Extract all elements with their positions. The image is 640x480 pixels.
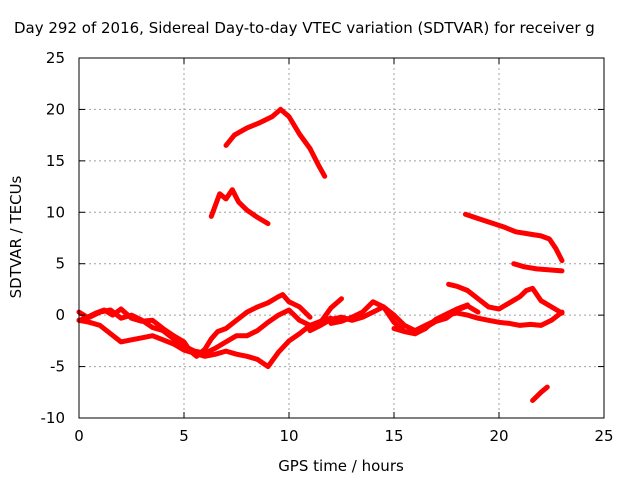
chart-title: Day 292 of 2016, Sidereal Day-to-day VTE…	[14, 19, 595, 37]
series-line-track-j	[328, 299, 481, 337]
x-tick-label: 5	[179, 427, 189, 445]
data-series	[76, 106, 565, 403]
series-line-track-b	[208, 187, 271, 227]
series-line-track-g	[76, 292, 313, 359]
series-line-track-h	[76, 315, 334, 370]
x-axis-title: GPS time / hours	[278, 457, 404, 475]
y-tick-label: 5	[55, 255, 65, 273]
series-line-track-a	[223, 106, 328, 179]
y-tick-label: 20	[46, 100, 65, 118]
y-axis-title: SDTVAR / TECUs	[7, 175, 25, 298]
y-tick-label: -5	[50, 358, 65, 376]
series-line-track-k	[446, 281, 565, 316]
x-tick-label: 20	[489, 427, 508, 445]
series-line-track-e	[530, 384, 550, 403]
series-line-track-d	[511, 261, 565, 274]
y-tick-label: 10	[46, 203, 65, 221]
y-tick-label: -10	[41, 409, 66, 427]
series-line-track-f	[76, 296, 344, 356]
y-tick-label: 0	[55, 306, 65, 324]
x-tick-label: 10	[279, 427, 298, 445]
series-line-track-l	[391, 302, 470, 337]
plot-border	[78, 57, 605, 419]
series-line-track-c	[462, 211, 565, 264]
x-tick-label: 25	[594, 427, 613, 445]
y-tick-label: 15	[46, 152, 65, 170]
grid-lines	[79, 58, 604, 418]
y-tick-label: 25	[46, 49, 65, 67]
axis-ticks: 0 5 10 15 20 25 -10 -5 0 5 10 15 20 25	[41, 49, 614, 445]
x-tick-label: 15	[384, 427, 403, 445]
x-tick-label: 0	[74, 427, 84, 445]
